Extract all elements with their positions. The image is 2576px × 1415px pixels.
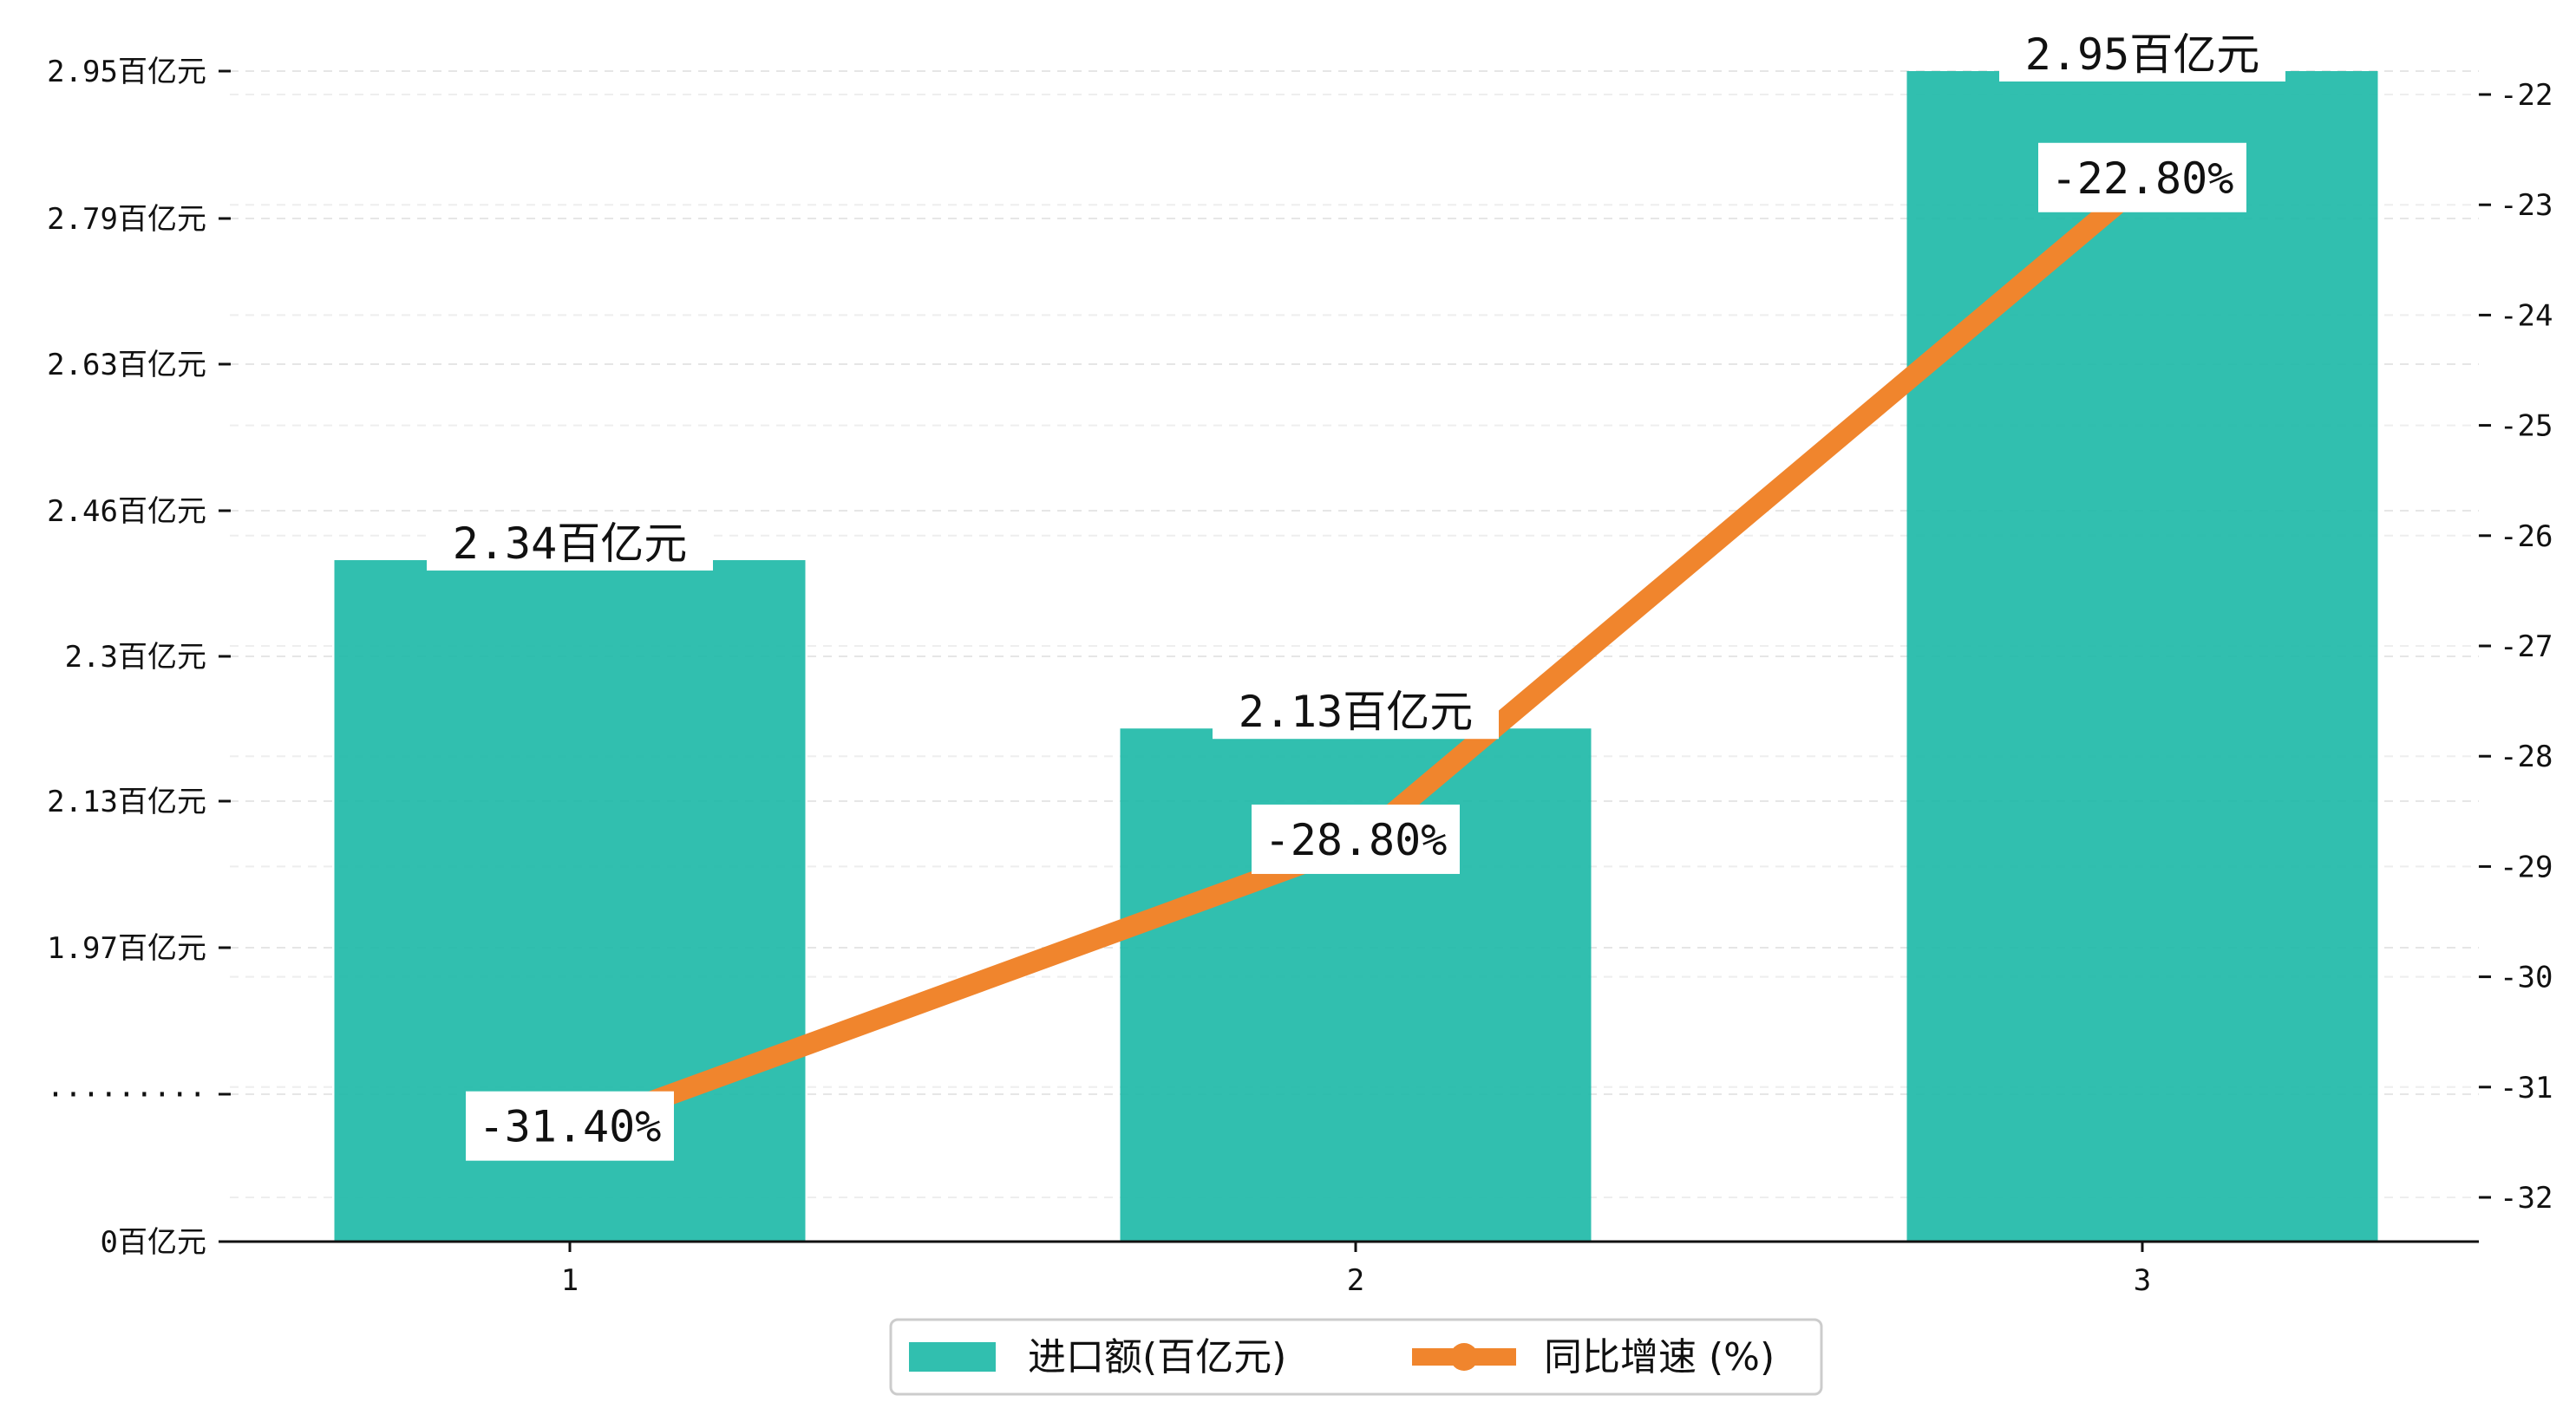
bar-label-2: 2.13百亿元 xyxy=(1239,687,1473,737)
right-tick-label-1: -23 xyxy=(2500,188,2553,223)
line-label-box-3 xyxy=(2038,142,2246,212)
legend-swatch-bar xyxy=(909,1342,996,1372)
left-tick-label-3: 2.13百亿元 xyxy=(47,785,206,819)
left-tick-label-8: 2.95百亿元 xyxy=(47,55,206,89)
bar-label-box-1 xyxy=(427,517,713,571)
left-tick-label-1: ········· xyxy=(47,1078,206,1112)
left-tick-label-2: 1.97百亿元 xyxy=(47,931,206,966)
left-tick-label-6: 2.63百亿元 xyxy=(47,348,206,382)
right-tick-label-0: -22 xyxy=(2500,78,2553,113)
right-tick-label-7: -29 xyxy=(2500,850,2553,884)
x-tick-label-1: 1 xyxy=(561,1263,579,1298)
legend-box xyxy=(889,1318,1823,1396)
bar-label-box-3 xyxy=(1999,28,2285,82)
line-label-box-2 xyxy=(1252,804,1460,874)
legend-label-line: 同比增速 (%) xyxy=(1544,1335,1775,1379)
right-tick-label-4: -26 xyxy=(2500,519,2553,554)
left-tick-label-0: 0百亿元 xyxy=(101,1225,206,1260)
legend-label-bar: 进口额(百亿元) xyxy=(1028,1335,1286,1379)
legend-swatch-marker xyxy=(1450,1343,1478,1371)
right-tick-label-6: -28 xyxy=(2500,740,2553,774)
line-label-box-1 xyxy=(466,1091,674,1161)
right-tick-label-8: -30 xyxy=(2500,961,2553,995)
right-tick-label-10: -32 xyxy=(2500,1181,2553,1216)
right-tick-label-3: -25 xyxy=(2500,409,2553,444)
legend: 进口额(百亿元) 同比增速 (%) xyxy=(889,1318,1823,1396)
line-label-3: -22.80% xyxy=(2051,153,2234,204)
bar-label-3: 2.95百亿元 xyxy=(2025,29,2259,80)
right-tick-label-2: -24 xyxy=(2500,298,2553,333)
left-tick-label-5: 2.46百亿元 xyxy=(47,494,206,529)
left-tick-label-7: 2.79百亿元 xyxy=(47,202,206,237)
x-tick-label-3: 3 xyxy=(2134,1263,2151,1298)
bar-data-labels: 2.34百亿元 2.13百亿元 2.95百亿元 xyxy=(427,28,2285,740)
right-tick-label-9: -31 xyxy=(2500,1071,2553,1105)
left-tick-label-4: 2.3百亿元 xyxy=(65,640,206,675)
line-label-2: -28.80% xyxy=(1265,815,1448,865)
line-label-1: -31.40% xyxy=(479,1102,662,1152)
line-data-labels: -31.40% -28.80% -22.80% xyxy=(466,142,2246,1161)
right-tick-label-5: -27 xyxy=(2500,629,2553,664)
bar-3 xyxy=(1906,71,2378,1242)
bar-label-box-2 xyxy=(1213,685,1499,740)
axes: 0百亿元 ········· 1.97百亿元 2.13百亿元 2.3百亿元 2.46百亿元… xyxy=(47,55,2553,1298)
x-tick-label-2: 2 xyxy=(1347,1263,1364,1298)
bar-label-1: 2.34百亿元 xyxy=(453,518,687,569)
